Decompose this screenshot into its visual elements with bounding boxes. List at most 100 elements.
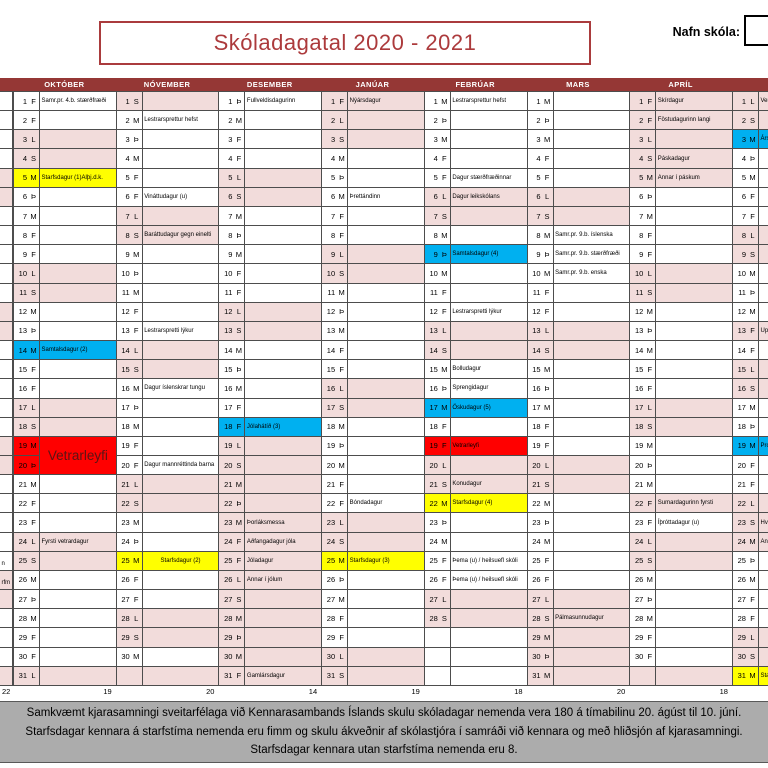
- event-cell: [758, 264, 768, 284]
- day-letter: Þ: [236, 230, 242, 240]
- day-number: 19: [326, 441, 336, 451]
- event-text: Dagur íslenskrar tungu: [144, 385, 205, 392]
- day-number: 24: [737, 537, 746, 547]
- day-number: 2: [330, 115, 336, 125]
- day-cell: 15 F: [14, 360, 40, 380]
- day-cell: [424, 628, 451, 648]
- day-number: 6: [22, 192, 27, 202]
- day-letter: M: [338, 288, 345, 298]
- day-letter: F: [544, 288, 550, 298]
- day-letter: L: [339, 383, 344, 393]
- day-row: 12 F: [116, 302, 219, 322]
- day-row: 17 S: [322, 398, 424, 418]
- day-letter: Þ: [749, 556, 755, 566]
- day-row: 24 F Aðfangadagur jóla: [219, 532, 322, 552]
- day-number: 10: [532, 268, 541, 278]
- day-letter: F: [750, 211, 755, 221]
- event-cell: Samr.pr. 4.b. stærðfræði: [40, 92, 116, 112]
- day-letter: M: [646, 173, 653, 183]
- day-letter: F: [31, 632, 36, 642]
- event-cell: [40, 513, 116, 533]
- month-header: DESEMBER: [246, 80, 293, 89]
- event-text: Bóndadagur: [349, 500, 383, 507]
- event-text: Annar í jólum: [246, 576, 283, 583]
- day-cell: 10 M: [527, 264, 554, 284]
- day-row: 1LVerkalýðsdagurinn: [732, 92, 768, 112]
- event-cell: [758, 494, 768, 514]
- day-cell: 19 F: [116, 436, 143, 456]
- day-cell: 20 Þ: [630, 455, 657, 476]
- event-cell: [245, 169, 322, 188]
- event-text: Vináttudagur (u): [144, 193, 188, 200]
- day-row: 17 F: [219, 398, 322, 418]
- day-number: 2: [741, 115, 746, 125]
- day-cell: 21 F: [322, 475, 349, 495]
- event-cell: [553, 590, 630, 610]
- day-letter: M: [235, 115, 243, 125]
- day-number: 1: [741, 96, 746, 106]
- event-cell: Starfsdagur (3): [348, 552, 424, 571]
- day-letter: S: [749, 115, 755, 125]
- day-number: 20: [634, 460, 644, 470]
- event-cell: [348, 513, 424, 533]
- day-cell: 13 Þ: [630, 321, 657, 342]
- day-cell: 12 L: [219, 302, 246, 322]
- day-cell: 25 S: [14, 551, 40, 571]
- event-cell: [245, 245, 322, 265]
- day-letter: F: [339, 96, 344, 106]
- event-cell: [553, 341, 630, 361]
- day-letter: Þ: [30, 460, 36, 470]
- day-cell: 13 L: [424, 321, 451, 342]
- day-letter: M: [749, 537, 756, 547]
- day-cell: 31 S: [322, 666, 349, 686]
- day-letter: L: [647, 134, 652, 144]
- day-letter: M: [749, 403, 756, 413]
- day-cell: 22 S: [116, 494, 143, 514]
- day-cell: 16 F: [14, 379, 40, 399]
- event-cell: Sprengidagur: [450, 379, 527, 399]
- day-row: 3MÁrshátíð (6): [732, 130, 768, 150]
- day-cell: 24 M: [527, 532, 554, 552]
- day-number: 26: [326, 575, 336, 585]
- event-cell: Vináttudagur (u): [142, 188, 219, 207]
- school-name-input[interactable]: [744, 15, 768, 46]
- event-cell: [40, 207, 116, 227]
- day-letter: S: [749, 652, 755, 662]
- day-letter: M: [441, 537, 448, 547]
- event-cell: [348, 207, 424, 227]
- event-cell: [348, 475, 424, 495]
- day-number: 20: [18, 460, 27, 470]
- day-number: 23: [18, 518, 27, 528]
- event-cell: Samtalsdagur (4): [450, 245, 527, 265]
- event-cell: [450, 648, 527, 667]
- day-row: 19 F Vetrarleyfi: [424, 436, 527, 456]
- day-cell: 23 F: [630, 513, 657, 533]
- day-cell: [424, 666, 451, 686]
- day-number: 10: [634, 268, 644, 278]
- day-number: 3: [433, 134, 438, 144]
- day-row: 15 M: [527, 360, 630, 380]
- day-number: 21: [18, 479, 27, 489]
- day-number: 14: [737, 345, 746, 355]
- day-row: 18 M: [116, 417, 219, 437]
- day-number: 10: [224, 268, 233, 278]
- day-number: 11: [327, 288, 336, 298]
- day-number: 1: [536, 96, 541, 106]
- event-cell: [553, 399, 630, 418]
- day-letter: Þ: [236, 96, 242, 106]
- event-cell: [758, 341, 768, 361]
- event-cell: [553, 475, 630, 495]
- day-row: 16 Þ Sprengidagur: [424, 379, 527, 399]
- day-cell: 23 Þ: [424, 513, 451, 533]
- day-number: 2: [536, 115, 541, 125]
- event-cell: [40, 628, 116, 648]
- day-letter: F: [236, 537, 242, 547]
- event-cell: [758, 245, 768, 265]
